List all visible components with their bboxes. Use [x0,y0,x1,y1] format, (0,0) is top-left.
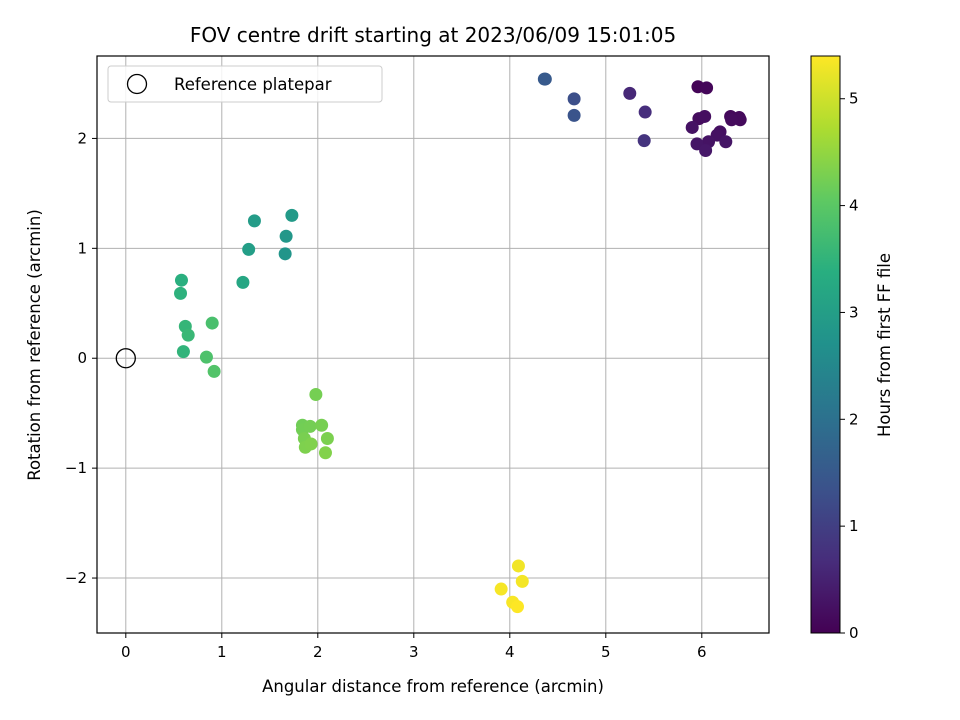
y-tick-label: 0 [77,349,87,367]
data-point [236,275,250,289]
colorbar-tick-label: 3 [849,303,859,321]
data-point [247,214,261,228]
legend-label-reference: Reference platepar [174,75,332,94]
data-point [199,350,213,364]
x-axis-label: Angular distance from reference (arcmin) [262,677,604,696]
x-tick-label: 3 [409,643,419,661]
y-tick-label: 2 [77,129,87,147]
reference-marker-group [115,348,136,369]
x-tick-label: 4 [505,643,515,661]
colorbar: 0 1 2 3 4 5 Hours from first FF file [810,55,894,642]
x-tick-label: 6 [697,643,707,661]
x-tick-label: 2 [313,643,323,661]
y-axis-label: Rotation from reference (arcmin) [25,209,44,481]
legend: Reference platepar [107,65,383,103]
data-point [315,418,329,432]
data-point [725,113,739,127]
chart-title: FOV centre drift starting at 2023/06/09 … [190,23,676,47]
data-point [304,437,318,451]
reference-marker [115,348,136,369]
data-point [567,92,581,106]
colorbar-tick-label: 4 [849,197,859,215]
data-point [181,328,195,342]
data-point [637,134,651,148]
x-tick-label: 5 [601,643,611,661]
data-point [515,574,529,588]
data-point [285,208,299,222]
data-point [279,229,293,243]
data-point [719,135,733,149]
colorbar-tick-label: 2 [849,410,859,428]
colorbar-ticks: 0 1 2 3 4 5 [840,90,859,642]
plot-area-frame [96,55,770,634]
y-tick-label: −2 [65,569,87,587]
data-point [309,388,323,402]
data-points [174,72,747,614]
y-tick-label: 1 [77,239,87,257]
data-point [699,144,713,158]
data-point [494,582,508,596]
data-point [320,431,334,445]
colorbar-tick-label: 0 [849,624,859,642]
y-tick-label: −1 [65,459,87,477]
colorbar-gradient [810,55,841,634]
data-point [318,446,332,460]
x-axis-ticks: 0 1 2 3 4 5 6 [121,633,707,661]
data-point [537,72,551,86]
data-point [278,247,292,261]
data-point [511,559,525,573]
data-point [623,86,637,100]
data-point [638,105,652,119]
x-tick-label: 0 [121,643,131,661]
data-point [174,286,188,300]
y-axis-ticks: −2 −1 0 1 2 [65,129,97,587]
legend-marker-reference [126,73,148,95]
data-point [174,273,188,287]
legend-box [107,65,383,103]
data-point [698,109,712,123]
data-point [207,364,221,378]
data-point [685,120,699,134]
data-point [242,242,256,256]
data-point [510,600,524,614]
data-point [176,345,190,359]
colorbar-tick-label: 5 [849,90,859,108]
x-tick-label: 1 [217,643,227,661]
data-point [205,316,219,330]
grid-lines [97,56,769,633]
colorbar-label: Hours from first FF file [875,253,894,437]
colorbar-tick-label: 1 [849,517,859,535]
data-point [303,419,317,433]
data-point [700,81,714,95]
data-point [567,108,581,122]
